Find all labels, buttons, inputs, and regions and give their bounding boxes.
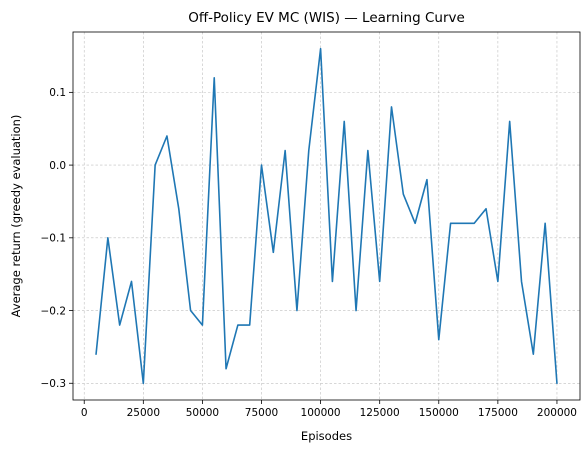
plot-frame xyxy=(72,31,581,401)
x-tick-label: 150000 xyxy=(419,407,459,419)
y-tick-label: −0.2 xyxy=(41,305,67,317)
x-tick-label: 200000 xyxy=(537,407,577,419)
x-tick-label: 75000 xyxy=(245,407,278,419)
y-tick-label: −0.1 xyxy=(41,233,67,245)
x-tick-label: 175000 xyxy=(478,407,518,419)
y-axis-ticks: −0.3 −0.2 −0.1 0.0 0.1 xyxy=(41,87,73,390)
x-axis-label: Episodes xyxy=(301,429,352,443)
y-axis-label: Average return (greedy evaluation) xyxy=(9,115,23,318)
x-tick-label: 100000 xyxy=(301,407,341,419)
y-tick-label: 0.1 xyxy=(49,87,66,99)
chart-title: Off-Policy EV MC (WIS) — Learning Curve xyxy=(188,10,465,26)
y-tick-label: −0.3 xyxy=(41,378,67,390)
x-axis-ticks: 0 25000 50000 75000 100000 125000 150000 175000… xyxy=(81,400,577,419)
y-tick-label: 0.0 xyxy=(49,160,66,172)
series-layer xyxy=(95,47,558,385)
x-tick-label: 50000 xyxy=(186,407,219,419)
x-tick-label: 0 xyxy=(81,407,88,419)
x-tick-label: 25000 xyxy=(127,407,160,419)
x-tick-label: 125000 xyxy=(360,407,400,419)
series-line xyxy=(95,47,558,385)
